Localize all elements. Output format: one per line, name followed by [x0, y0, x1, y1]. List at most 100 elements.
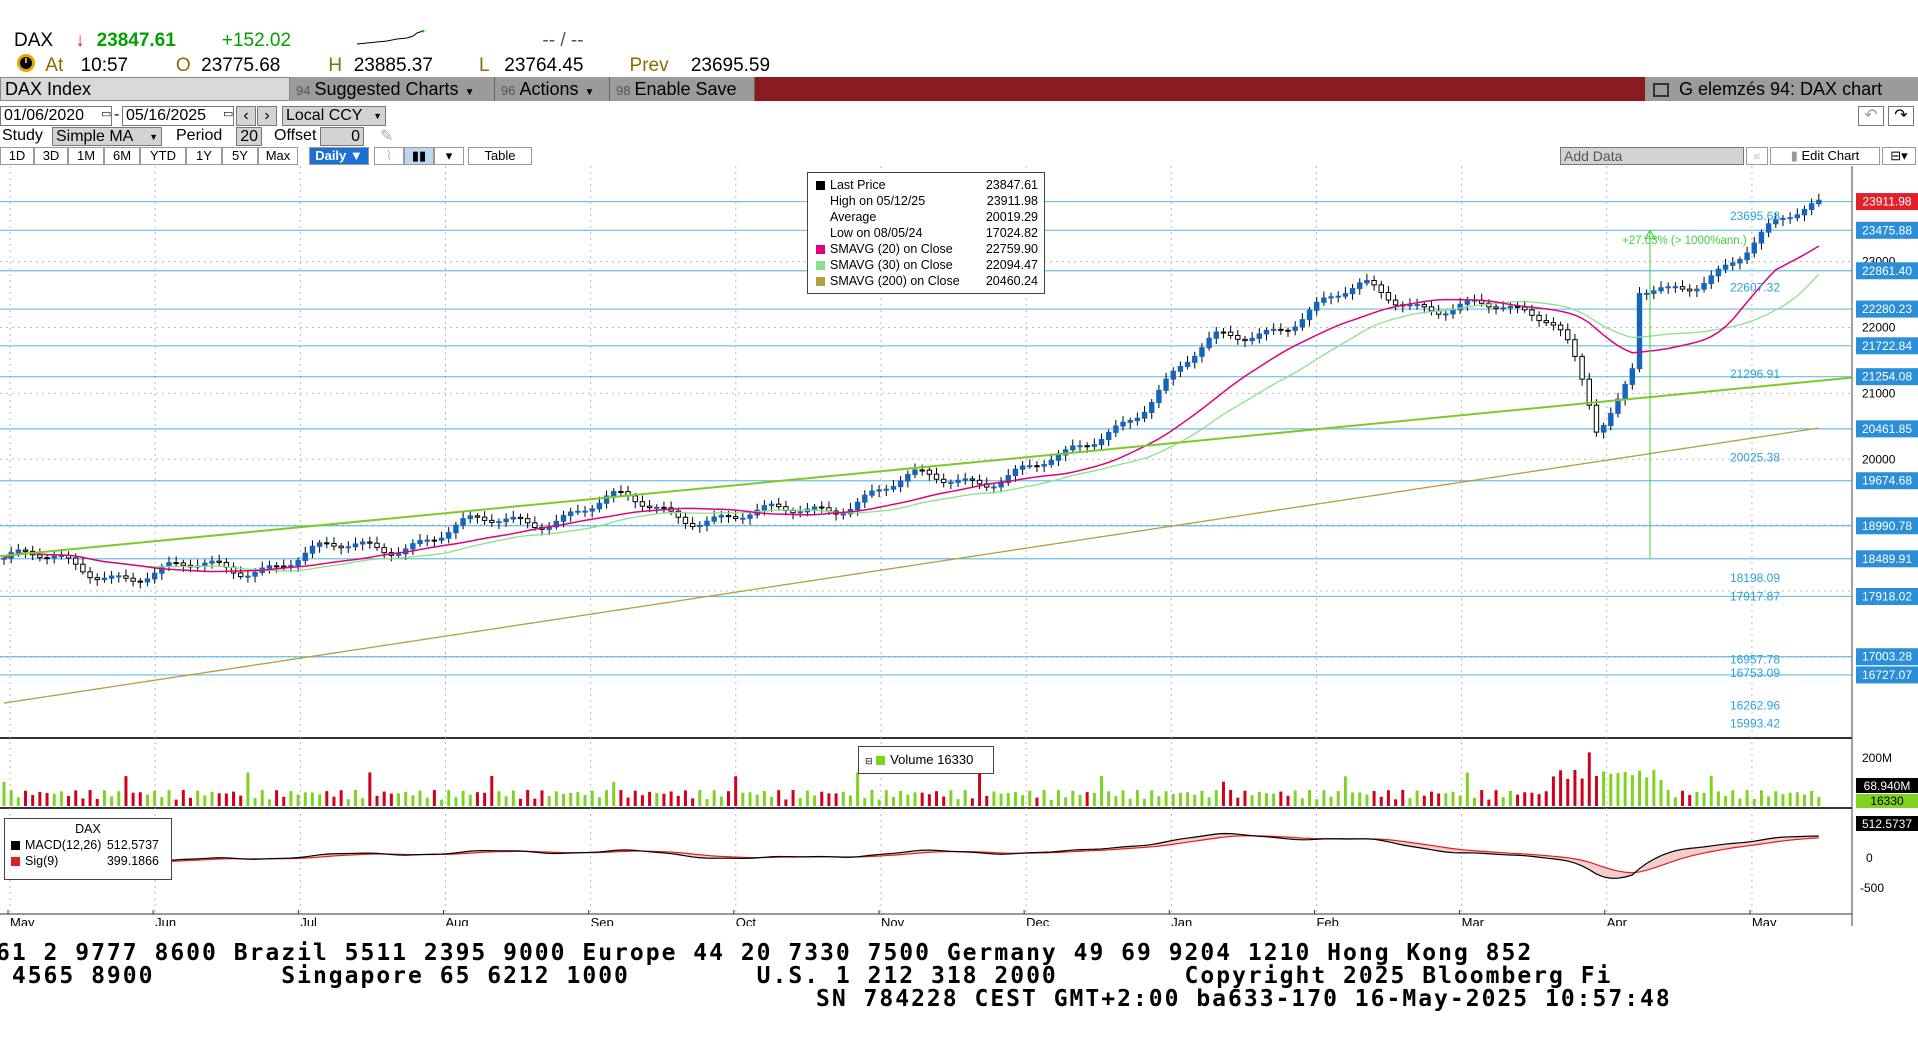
- candle-body: [675, 510, 681, 518]
- x-month-label: Feb: [1316, 915, 1338, 926]
- edit-chart-button[interactable]: ▮ Edit Chart: [1770, 147, 1880, 165]
- candle-body: [1055, 454, 1062, 461]
- candle-body: [1156, 389, 1162, 404]
- price-tag: [1856, 550, 1918, 568]
- macd-legend[interactable]: DAX MACD(12,26) 512.5737 Sig(9) 399.1866: [4, 818, 172, 880]
- x-month-label: May: [10, 915, 35, 926]
- candle-body: [1070, 445, 1076, 451]
- volume-bar: [74, 790, 78, 806]
- candle-body: [560, 514, 567, 522]
- period-button-max[interactable]: Max: [258, 147, 298, 165]
- period-label: Period: [176, 127, 223, 144]
- price-tag: [1856, 368, 1918, 386]
- price-legend[interactable]: Last Price 23847.61 High on 05/12/25 23911.…: [807, 172, 1045, 294]
- volume-bar: [81, 798, 85, 806]
- period-button-6m[interactable]: 6M: [104, 147, 140, 165]
- candle-body: [245, 575, 251, 578]
- candle-body: [1486, 302, 1492, 308]
- candle-body: [374, 542, 380, 549]
- period-field[interactable]: 20: [236, 127, 262, 146]
- volume-legend[interactable]: ⊟ Volume 16330: [858, 746, 994, 774]
- study-select[interactable]: Simple MA ▼: [52, 127, 162, 146]
- legend-value: 22094.47: [985, 258, 1038, 272]
- volume-bar: [253, 798, 257, 806]
- volume-bar: [1752, 798, 1756, 806]
- legend-row: High on 05/12/25 23911.98: [816, 193, 1044, 209]
- volume-bar: [1652, 770, 1656, 806]
- redo-icon[interactable]: ↷: [1888, 106, 1914, 126]
- candle-body: [510, 516, 516, 520]
- period-button-1m[interactable]: 1M: [68, 147, 104, 165]
- candle-body: [1342, 293, 1349, 297]
- security-field[interactable]: DAX Index: [0, 77, 290, 101]
- chart-title-bar[interactable]: G elemzés 94: DAX chart: [1645, 77, 1918, 101]
- undo-icon[interactable]: ↶: [1858, 106, 1884, 126]
- frequency-select[interactable]: Daily ▼: [309, 147, 369, 165]
- candle-body: [1500, 307, 1506, 310]
- volume-bar: [246, 772, 250, 806]
- end-date-field[interactable]: 05/16/2025: [122, 106, 234, 126]
- period-button-1d[interactable]: 1D: [0, 147, 34, 165]
- candle-body: [331, 542, 337, 547]
- candle-body: [826, 507, 832, 512]
- volume-bar: [1293, 790, 1297, 806]
- volume-bar: [1544, 791, 1548, 806]
- prev-range-button[interactable]: ‹: [236, 106, 256, 126]
- volume-bar: [24, 790, 28, 806]
- volume-bar: [791, 790, 795, 806]
- candle-body: [238, 572, 244, 578]
- level-label: 23695.68: [1730, 209, 1780, 223]
- actions-button[interactable]: 96 Actions ▼: [495, 77, 610, 101]
- candle-body: [503, 518, 509, 523]
- chevron-down-icon: ▼: [349, 148, 363, 163]
- chart-settings-icon[interactable]: ⊟▾: [1882, 147, 1916, 165]
- candle-body: [1278, 328, 1284, 331]
- chart-type-dropdown[interactable]: ▾: [434, 147, 464, 165]
- chevron-down-icon: ▼: [373, 111, 382, 121]
- legend-swatch: [816, 229, 825, 238]
- candle-body: [281, 565, 287, 568]
- candle-body: [87, 571, 93, 579]
- candle-body: [324, 542, 330, 545]
- candle-body: [1299, 319, 1306, 328]
- volume-bar: [1329, 796, 1333, 806]
- dax-chart[interactable]: 2100020000230002200023695.6822607.322129…: [0, 166, 1918, 926]
- candle-body: [1134, 417, 1141, 422]
- currency-select[interactable]: Local CCY ▼: [282, 106, 386, 126]
- period-button-1y[interactable]: 1Y: [186, 147, 222, 165]
- candle-body: [654, 506, 660, 509]
- add-data-field[interactable]: Add Data: [1560, 147, 1744, 165]
- candle-body: [130, 577, 136, 582]
- price-tag-label: 21254.08: [1862, 370, 1912, 384]
- volume-bar: [432, 790, 436, 806]
- enable-save-button[interactable]: 98 Enable Save: [610, 77, 755, 101]
- pencil-icon[interactable]: ✎: [380, 128, 394, 145]
- offset-field[interactable]: 0: [320, 127, 364, 146]
- volume-bar: [1157, 796, 1161, 806]
- calendar-icon[interactable]: ▭: [101, 108, 112, 120]
- start-date-field[interactable]: 01/06/2020: [0, 106, 112, 126]
- candle-chart-icon[interactable]: ▮▮: [404, 147, 434, 165]
- period-button-ytd[interactable]: YTD: [140, 147, 186, 165]
- candle-body: [618, 491, 624, 494]
- volume-bar: [1372, 791, 1376, 806]
- suggested-charts-button[interactable]: 94 Suggested Charts ▼: [290, 77, 495, 101]
- volume-bar: [1408, 798, 1412, 806]
- table-button[interactable]: Table: [468, 147, 532, 165]
- level-label: 16262.96: [1730, 698, 1780, 712]
- candle-body: [216, 560, 222, 563]
- volume-bar: [547, 796, 551, 806]
- candle-body: [1557, 324, 1564, 331]
- volume-bar: [891, 796, 895, 806]
- x-month-label: Oct: [736, 915, 757, 926]
- next-range-button[interactable]: ›: [257, 106, 277, 126]
- legend-row: Last Price 23847.61: [816, 177, 1044, 193]
- line-chart-icon[interactable]: ⌇: [374, 147, 404, 165]
- period-button-5y[interactable]: 5Y: [222, 147, 258, 165]
- collapse-icon[interactable]: «: [1746, 147, 1768, 165]
- calendar-icon[interactable]: ▭: [223, 108, 234, 120]
- ohlc-line: At 10:57 O 23775.68 H 23885.37 L 23764.4…: [14, 53, 770, 77]
- legend-swatch: [816, 181, 825, 190]
- candle-body: [252, 571, 258, 577]
- period-button-3d[interactable]: 3D: [34, 147, 68, 165]
